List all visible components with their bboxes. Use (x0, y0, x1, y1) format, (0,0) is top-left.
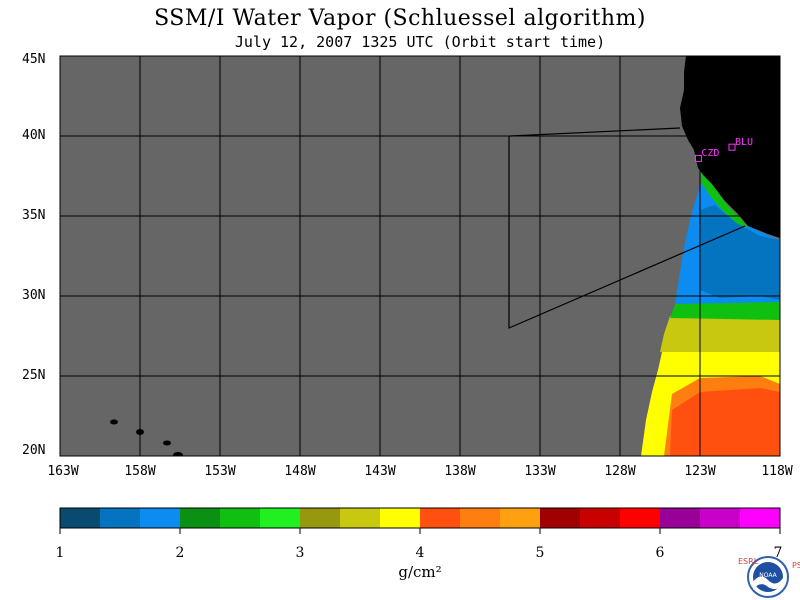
colorbar-swatch (300, 508, 341, 528)
lat-tick-label: 35N (22, 208, 46, 223)
lat-tick-label: 40N (22, 128, 46, 143)
colorbar-swatch (740, 508, 781, 528)
lon-tick-label: 133W (524, 464, 556, 479)
colorbar-swatch (460, 508, 501, 528)
colorbar-swatch (620, 508, 661, 528)
colorbar-tick-label: 6 (655, 545, 665, 561)
colorbar-swatch (420, 508, 461, 528)
lon-tick-label: 143W (364, 464, 396, 479)
swath-band-olive (660, 316, 780, 352)
station-marker (728, 143, 736, 151)
lon-tick-label: 148W (284, 464, 316, 479)
colorbar-tick-label: 4 (415, 545, 425, 561)
swath-band-yellow (641, 352, 780, 456)
station-marker (694, 154, 702, 162)
graticule (60, 56, 780, 456)
island-maui (163, 440, 171, 446)
colorbar-swatch (500, 508, 541, 528)
map-subtitle: July 12, 2007 1325 UTC (Orbit start time… (234, 33, 606, 51)
colorbar-tick-label: 3 (295, 545, 305, 561)
lat-tick-label: 45N (22, 52, 46, 67)
colorbar-swatch (340, 508, 381, 528)
colorbar-tick-label: 7 (773, 545, 783, 561)
lon-tick-label: 163W (47, 464, 79, 479)
colorbar-swatch (380, 508, 421, 528)
lon-tick-label: 138W (444, 464, 476, 479)
colorbar-swatch (180, 508, 221, 528)
lat-tick-label: 20N (22, 443, 46, 458)
lon-tick-label: 128W (604, 464, 636, 479)
map-border (59, 55, 781, 457)
logo-left-text: ESRL (738, 557, 759, 566)
colorbar-swatch (60, 508, 101, 528)
swath-band-deep-blue (700, 205, 780, 300)
lon-tick-label: 158W (124, 464, 156, 479)
lon-tick-label: 123W (684, 464, 716, 479)
land-north-america (680, 56, 780, 238)
colorbar-swatch (100, 508, 141, 528)
island-hawaii (173, 452, 183, 456)
colorbar-swatch (220, 508, 261, 528)
swath-band-red-orange (670, 388, 780, 456)
colorbar-tick-label: 2 (175, 545, 185, 561)
lat-tick-label: 30N (22, 288, 46, 303)
colorbar (59, 507, 781, 534)
map-title: SSM/I Water Vapor (Schluessel algorithm) (154, 6, 646, 31)
colorbar-swatch (660, 508, 701, 528)
logo-right-text: PSD (792, 561, 800, 570)
colorbar-swatch (140, 508, 181, 528)
track-line (509, 127, 681, 137)
colorbar-units: g/cm² (398, 563, 442, 581)
lat-tick-label: 25N (22, 368, 46, 383)
logo-center-text: NOAA (759, 572, 777, 579)
colorbar-swatch (540, 508, 581, 528)
swath-band-green (670, 300, 780, 320)
track-line-2 (508, 136, 746, 329)
colorbar-swatch (260, 508, 301, 528)
station-label: CZD (701, 148, 720, 160)
island-kauai (110, 419, 118, 425)
station-markers (694, 143, 736, 162)
colorbar-tick-label: 5 (535, 545, 545, 561)
station-label: BLU (735, 137, 754, 149)
lon-tick-label: 118W (761, 464, 793, 479)
lon-tick-label: 153W (204, 464, 236, 479)
colorbar-swatch (580, 508, 621, 528)
colorbar-tick-label: 1 (55, 545, 65, 561)
noaa-logo-icon (747, 556, 789, 598)
colorbar-swatch (700, 508, 741, 528)
